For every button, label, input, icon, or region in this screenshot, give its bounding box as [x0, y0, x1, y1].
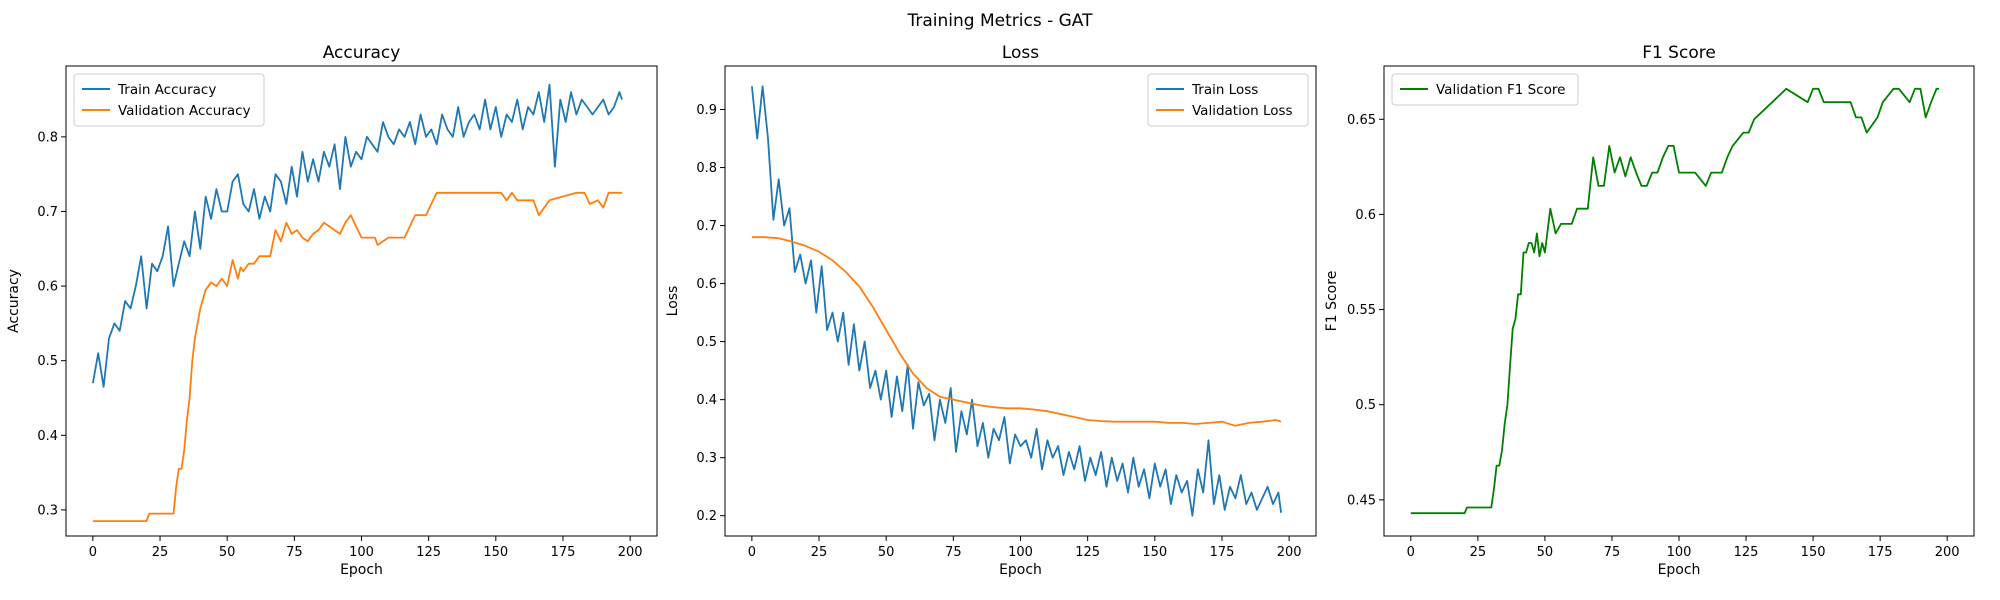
x-tick-label: 150 — [1142, 545, 1167, 560]
y-tick-label: 0.8 — [696, 161, 717, 176]
legend-entry: Train Loss — [1191, 82, 1258, 98]
chart-title: Loss — [1002, 43, 1039, 63]
y-tick-label: 0.6 — [37, 280, 58, 295]
y-tick-label: 0.7 — [37, 205, 58, 220]
x-tick-label: 175 — [1868, 545, 1893, 560]
x-tick-label: 125 — [1734, 545, 1759, 560]
legend-box — [73, 73, 265, 127]
legend-entry: Train Accuracy — [117, 82, 216, 98]
legend-box — [1391, 73, 1579, 106]
y-tick-label: 0.5 — [696, 335, 717, 350]
legend-entry: Validation Loss — [1192, 103, 1293, 119]
x-tick-label: 75 — [945, 545, 962, 560]
x-tick-label: 200 — [618, 545, 643, 560]
y-axis-label: F1 Score — [1324, 271, 1340, 332]
x-axis-label: Epoch — [999, 562, 1042, 578]
legend: Train Loss Validation Loss — [1147, 73, 1309, 127]
x-tick-label: 0 — [89, 545, 97, 560]
x-tick-label: 100 — [349, 545, 374, 560]
x-tick-label: 25 — [152, 545, 169, 560]
legend-entry: Validation Accuracy — [118, 103, 251, 119]
x-tick-label: 0 — [748, 545, 756, 560]
x-tick-label: 125 — [1075, 545, 1100, 560]
legend-box — [1147, 73, 1309, 127]
axes-frame — [65, 65, 658, 537]
series-line-train-loss — [751, 85, 1282, 517]
chart-panel-2: 0 25 50 75 100 125 150 175 200 0.2 0.3 0.4 0.5 0.6 0.7… — [665, 43, 1317, 578]
x-tick-label: 175 — [551, 545, 576, 560]
series-line-train-accuracy — [92, 83, 623, 388]
x-axis-label: Epoch — [340, 562, 383, 578]
series-line-validation-f1-score — [1410, 87, 1940, 515]
chart-title: F1 Score — [1642, 43, 1716, 63]
y-tick-label: 0.6 — [1355, 208, 1376, 223]
chart-panel-3: 0 25 50 75 100 125 150 175 200 0.45 0.5 0.55 0.6 0.65… — [1324, 43, 1975, 578]
x-tick-label: 175 — [1210, 545, 1235, 560]
axes-frame — [724, 65, 1317, 537]
chart-title: Accuracy — [323, 43, 401, 63]
x-tick-label: 200 — [1935, 545, 1960, 560]
x-tick-label: 100 — [1008, 545, 1033, 560]
y-tick-label: 0.4 — [37, 429, 58, 444]
y-tick-label: 0.6 — [696, 277, 717, 292]
y-tick-label: 0.55 — [1347, 303, 1376, 318]
y-tick-label: 0.2 — [696, 509, 717, 524]
y-tick-label: 0.9 — [696, 103, 717, 118]
figure-suptitle: Training Metrics - GAT — [907, 11, 1094, 31]
x-tick-label: 75 — [286, 545, 303, 560]
y-tick-label: 0.7 — [696, 219, 717, 234]
legend-entry: Validation F1 Score — [1436, 82, 1565, 98]
x-tick-label: 150 — [483, 545, 508, 560]
x-tick-label: 50 — [878, 545, 895, 560]
y-tick-label: 0.45 — [1347, 493, 1376, 508]
y-axis-label: Loss — [665, 286, 681, 317]
x-tick-label: 75 — [1604, 545, 1621, 560]
x-tick-label: 25 — [811, 545, 828, 560]
series-line-validation-accuracy — [92, 191, 623, 522]
legend: Train Accuracy Validation Accuracy — [73, 73, 265, 127]
chart-panel-1: 0 25 50 75 100 125 150 175 200 0.3 0.4 0.5 0.6 0.7 0.8… — [6, 43, 658, 578]
y-tick-label: 0.8 — [37, 130, 58, 145]
x-tick-label: 100 — [1667, 545, 1692, 560]
y-tick-label: 0.3 — [37, 503, 58, 518]
y-tick-label: 0.4 — [696, 393, 717, 408]
y-axis-label: Accuracy — [6, 269, 22, 333]
y-tick-label: 0.65 — [1347, 113, 1376, 128]
legend: Validation F1 Score — [1391, 73, 1579, 106]
x-tick-label: 0 — [1407, 545, 1415, 560]
x-tick-label: 50 — [219, 545, 236, 560]
series-line-validation-loss — [751, 236, 1282, 427]
x-tick-label: 200 — [1277, 545, 1302, 560]
x-axis-label: Epoch — [1658, 562, 1701, 578]
y-tick-label: 0.3 — [696, 451, 717, 466]
x-tick-label: 125 — [416, 545, 441, 560]
x-tick-label: 25 — [1470, 545, 1487, 560]
y-tick-label: 0.5 — [1355, 398, 1376, 413]
axes-frame — [1383, 65, 1975, 537]
x-tick-label: 50 — [1537, 545, 1554, 560]
x-tick-label: 150 — [1801, 545, 1826, 560]
y-tick-label: 0.5 — [37, 354, 58, 369]
